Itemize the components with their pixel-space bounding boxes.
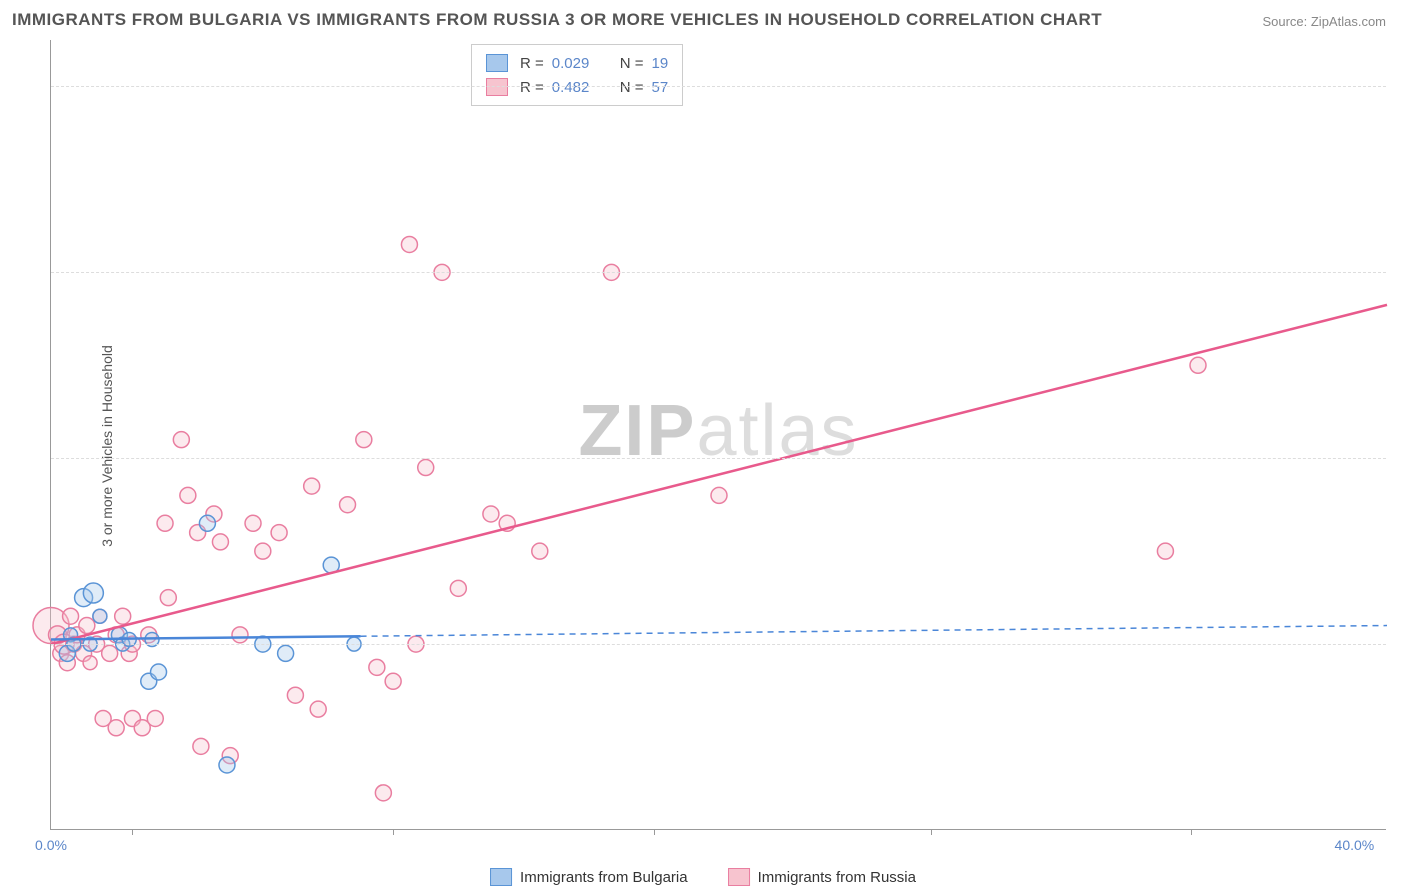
data-point bbox=[287, 687, 303, 703]
data-point bbox=[190, 525, 206, 541]
data-point bbox=[69, 627, 85, 643]
data-point bbox=[222, 748, 238, 764]
data-point bbox=[64, 628, 78, 642]
data-point bbox=[401, 236, 417, 252]
series-legend: Immigrants from Bulgaria Immigrants from … bbox=[490, 868, 916, 886]
regression-line bbox=[51, 305, 1387, 644]
data-point bbox=[193, 738, 209, 754]
x-tick-label: 40.0% bbox=[1335, 837, 1375, 853]
data-point bbox=[304, 478, 320, 494]
regression-line bbox=[51, 636, 361, 639]
data-point bbox=[124, 710, 140, 726]
legend-label: Immigrants from Bulgaria bbox=[520, 869, 688, 886]
data-point bbox=[83, 583, 103, 603]
data-point bbox=[115, 608, 131, 624]
data-point bbox=[199, 515, 215, 531]
data-point bbox=[385, 673, 401, 689]
legend-swatch bbox=[486, 54, 508, 72]
data-point bbox=[83, 656, 97, 670]
data-point bbox=[160, 590, 176, 606]
data-point bbox=[1190, 357, 1206, 373]
data-point bbox=[212, 534, 228, 550]
legend-item: Immigrants from Bulgaria bbox=[490, 868, 688, 886]
data-point bbox=[157, 515, 173, 531]
data-point bbox=[141, 627, 157, 643]
data-point bbox=[147, 710, 163, 726]
data-point bbox=[711, 487, 727, 503]
data-point bbox=[369, 659, 385, 675]
data-point bbox=[271, 525, 287, 541]
y-tick-label: 40.0% bbox=[1391, 450, 1406, 466]
data-point bbox=[141, 673, 157, 689]
x-tick-mark bbox=[931, 829, 932, 835]
data-point bbox=[108, 720, 124, 736]
chart-svg bbox=[51, 40, 1386, 829]
y-tick-label: 60.0% bbox=[1391, 264, 1406, 280]
data-point bbox=[121, 645, 137, 661]
x-tick-mark bbox=[654, 829, 655, 835]
data-point bbox=[63, 608, 79, 624]
regression-line bbox=[361, 626, 1387, 637]
data-point bbox=[1157, 543, 1173, 559]
source-attribution: Source: ZipAtlas.com bbox=[1262, 14, 1386, 29]
data-point bbox=[93, 609, 107, 623]
x-tick-mark bbox=[1191, 829, 1192, 835]
data-point bbox=[75, 589, 93, 607]
data-point bbox=[418, 460, 434, 476]
data-point bbox=[95, 710, 111, 726]
plot-area: ZIPatlas R =0.029N =19R =0.482N =57 20.0… bbox=[50, 40, 1386, 830]
data-point bbox=[356, 432, 372, 448]
legend-swatch bbox=[728, 868, 750, 886]
stats-legend-row: R =0.029N =19 bbox=[486, 51, 668, 75]
y-tick-label: 20.0% bbox=[1391, 636, 1406, 652]
stats-legend: R =0.029N =19R =0.482N =57 bbox=[471, 44, 683, 106]
data-point bbox=[278, 645, 294, 661]
data-point bbox=[79, 618, 95, 634]
data-point bbox=[151, 664, 167, 680]
chart-title: IMMIGRANTS FROM BULGARIA VS IMMIGRANTS F… bbox=[12, 10, 1102, 30]
gridline bbox=[51, 644, 1386, 645]
data-point bbox=[180, 487, 196, 503]
data-point bbox=[49, 626, 67, 644]
data-point bbox=[102, 645, 118, 661]
data-point bbox=[483, 506, 499, 522]
data-point bbox=[76, 645, 92, 661]
legend-label: Immigrants from Russia bbox=[758, 869, 916, 886]
legend-item: Immigrants from Russia bbox=[728, 868, 916, 886]
data-point bbox=[53, 645, 69, 661]
x-tick-mark bbox=[132, 829, 133, 835]
data-point bbox=[59, 645, 75, 661]
y-tick-label: 80.0% bbox=[1391, 78, 1406, 94]
gridline bbox=[51, 272, 1386, 273]
data-point bbox=[59, 655, 75, 671]
data-point bbox=[206, 506, 222, 522]
data-point bbox=[310, 701, 326, 717]
data-point bbox=[450, 580, 466, 596]
data-point bbox=[33, 608, 69, 644]
data-point bbox=[375, 785, 391, 801]
data-point bbox=[340, 497, 356, 513]
data-point bbox=[232, 627, 248, 643]
data-point bbox=[499, 515, 515, 531]
gridline bbox=[51, 458, 1386, 459]
data-point bbox=[323, 557, 339, 573]
data-point bbox=[108, 627, 124, 643]
x-tick-label: 0.0% bbox=[35, 837, 67, 853]
legend-swatch bbox=[490, 868, 512, 886]
data-point bbox=[255, 543, 271, 559]
data-point bbox=[111, 627, 127, 643]
gridline bbox=[51, 86, 1386, 87]
data-point bbox=[173, 432, 189, 448]
x-tick-mark bbox=[393, 829, 394, 835]
data-point bbox=[134, 720, 150, 736]
data-point bbox=[245, 515, 261, 531]
data-point bbox=[532, 543, 548, 559]
data-point bbox=[219, 757, 235, 773]
data-point bbox=[93, 609, 107, 623]
